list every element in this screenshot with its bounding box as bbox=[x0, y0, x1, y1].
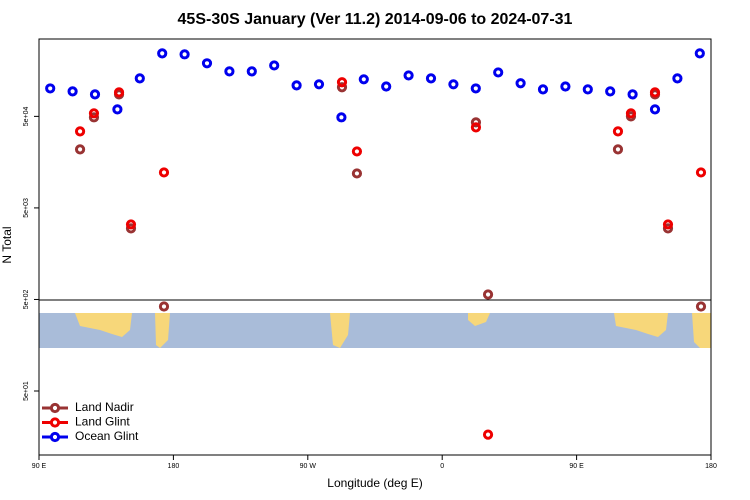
x-tick-label: 90 W bbox=[300, 463, 317, 470]
point bbox=[582, 84, 593, 95]
legend-label: Land Glint bbox=[75, 415, 130, 429]
x-tick-label: 90 E bbox=[569, 463, 584, 470]
point bbox=[515, 78, 526, 89]
point bbox=[157, 48, 168, 59]
point bbox=[381, 81, 392, 92]
point bbox=[336, 82, 348, 93]
point bbox=[74, 144, 86, 155]
point bbox=[482, 289, 494, 300]
point bbox=[695, 167, 707, 178]
legend-marker bbox=[49, 402, 61, 414]
point bbox=[113, 87, 125, 98]
y-axis-label: N Total bbox=[0, 226, 14, 263]
legend-marker bbox=[49, 417, 61, 428]
point bbox=[336, 112, 347, 123]
point bbox=[672, 73, 683, 84]
point bbox=[291, 80, 302, 91]
point bbox=[649, 104, 661, 115]
x-tick-label: 90 E bbox=[32, 463, 47, 470]
point bbox=[612, 126, 624, 137]
point bbox=[88, 112, 100, 123]
y-tick-label: 5e+03 bbox=[23, 198, 30, 218]
chart-title: 45S-30S January (Ver 11.2) 2014-09-06 to… bbox=[178, 11, 573, 28]
point bbox=[336, 77, 348, 88]
point bbox=[45, 83, 56, 94]
point bbox=[269, 60, 280, 71]
point bbox=[448, 79, 459, 90]
x-axis-label: Longitude (deg E) bbox=[327, 476, 422, 490]
point bbox=[627, 89, 638, 100]
point bbox=[134, 73, 145, 84]
point bbox=[649, 87, 661, 98]
point bbox=[625, 108, 637, 119]
y-tick-label: 5e+01 bbox=[23, 381, 30, 401]
point bbox=[67, 86, 78, 97]
point bbox=[694, 48, 705, 59]
x-tick-label: 180 bbox=[168, 463, 180, 470]
point bbox=[179, 49, 190, 60]
point bbox=[158, 301, 170, 312]
point bbox=[125, 219, 137, 230]
point bbox=[351, 168, 363, 179]
point bbox=[89, 89, 101, 100]
point bbox=[112, 104, 123, 115]
point bbox=[695, 301, 707, 312]
point bbox=[224, 66, 235, 77]
point bbox=[74, 126, 86, 137]
point bbox=[470, 117, 482, 128]
point bbox=[482, 429, 494, 440]
point bbox=[560, 81, 571, 92]
x-tick-label: 180 bbox=[705, 463, 717, 470]
point bbox=[470, 83, 481, 94]
point bbox=[425, 73, 437, 84]
point bbox=[470, 122, 482, 133]
point bbox=[246, 66, 257, 77]
x-tick-label: 0 bbox=[440, 463, 444, 470]
point bbox=[313, 79, 325, 90]
point bbox=[351, 146, 363, 157]
point bbox=[605, 86, 616, 97]
legend-label: Ocean Glint bbox=[75, 429, 139, 443]
point bbox=[493, 67, 504, 78]
map-strip bbox=[39, 313, 711, 348]
point bbox=[88, 108, 100, 119]
point bbox=[537, 84, 549, 95]
point bbox=[662, 223, 674, 234]
point bbox=[662, 219, 674, 230]
point bbox=[158, 167, 170, 178]
plot-frame bbox=[38, 38, 712, 456]
legend-marker bbox=[49, 431, 61, 443]
legend-label: Land Nadir bbox=[75, 400, 134, 414]
point bbox=[612, 144, 624, 155]
y-tick-label: 5e+02 bbox=[23, 290, 30, 310]
point bbox=[403, 70, 414, 81]
point bbox=[201, 58, 213, 69]
y-tick-label: 5e+04 bbox=[23, 106, 30, 126]
point bbox=[358, 74, 369, 85]
point bbox=[125, 223, 137, 234]
